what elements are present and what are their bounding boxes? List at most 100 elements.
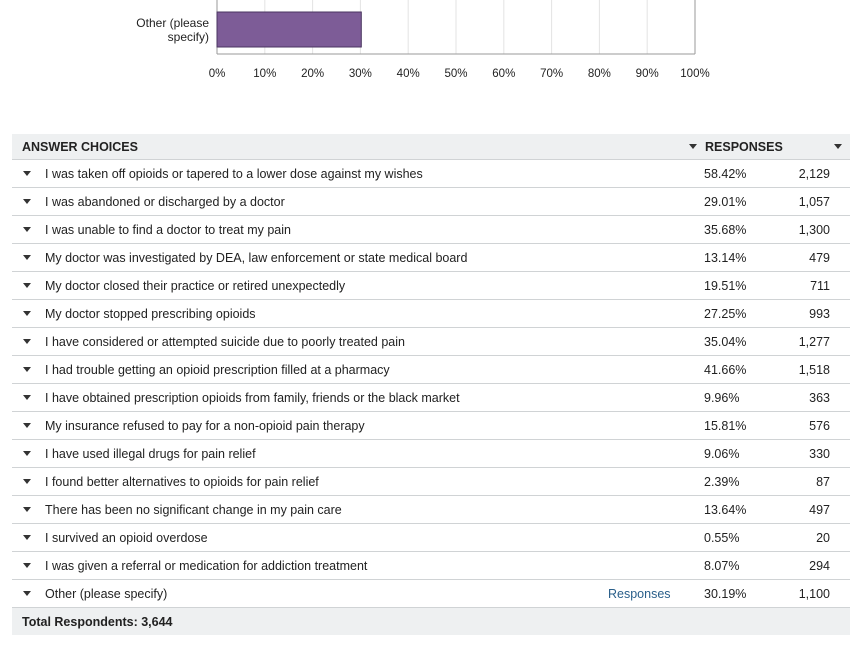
expand-chevron-icon[interactable] — [23, 199, 31, 204]
expand-chevron-icon[interactable] — [23, 479, 31, 484]
x-tick-label: 60% — [492, 68, 515, 80]
x-tick-label: 40% — [397, 68, 420, 80]
answer-choice-label: My doctor stopped prescribing opioids — [45, 306, 256, 321]
x-tick-label: 30% — [349, 68, 372, 80]
table-row[interactable]: There has been no significant change in … — [12, 496, 850, 524]
table-row[interactable]: I have considered or attempted suicide d… — [12, 328, 850, 356]
expand-chevron-icon[interactable] — [23, 535, 31, 540]
expand-chevron-icon[interactable] — [23, 507, 31, 512]
response-count: 20 — [816, 530, 830, 545]
table-row[interactable]: I found better alternatives to opioids f… — [12, 468, 850, 496]
response-percent: 13.64% — [704, 502, 747, 517]
expand-chevron-icon[interactable] — [23, 395, 31, 400]
response-percent: 9.96% — [704, 390, 740, 405]
response-percent: 30.19% — [704, 586, 747, 601]
expand-chevron-icon[interactable] — [23, 255, 31, 260]
category-label: Other (please specify) — [136, 16, 209, 44]
expand-chevron-icon[interactable] — [23, 227, 31, 232]
response-percent: 13.14% — [704, 250, 747, 265]
expand-chevron-icon[interactable] — [23, 171, 31, 176]
chart-bars — [216, 11, 362, 48]
response-count: 1,518 — [798, 362, 830, 377]
table-row[interactable]: I was unable to find a doctor to treat m… — [12, 216, 850, 244]
answer-choice-label: I had trouble getting an opioid prescrip… — [45, 362, 390, 377]
response-count: 497 — [809, 502, 830, 517]
answer-choice-label: I have used illegal drugs for pain relie… — [45, 446, 256, 461]
response-percent: 19.51% — [704, 278, 747, 293]
answer-choice-label: There has been no significant change in … — [45, 502, 342, 517]
response-count: 479 — [809, 250, 830, 265]
answer-choice-label: My doctor closed their practice or retir… — [45, 278, 346, 293]
sort-caret-icon[interactable] — [689, 144, 697, 149]
table-header: ANSWER CHOICES RESPONSES — [12, 134, 850, 160]
table-row[interactable]: I was abandoned or discharged by a docto… — [12, 188, 850, 216]
expand-chevron-icon[interactable] — [23, 563, 31, 568]
answer-choice-label: I was unable to find a doctor to treat m… — [45, 222, 291, 237]
table-body: I was taken off opioids or tapered to a … — [12, 160, 850, 608]
answer-choice-label: I was abandoned or discharged by a docto… — [45, 194, 285, 209]
x-tick-label: 10% — [253, 68, 276, 80]
table-row[interactable]: I was given a referral or medication for… — [12, 552, 850, 580]
response-count: 294 — [809, 558, 830, 573]
answer-choice-label: I have obtained prescription opioids fro… — [45, 390, 460, 405]
expand-chevron-icon[interactable] — [23, 451, 31, 456]
table-row[interactable]: My doctor stopped prescribing opioids 27.… — [12, 300, 850, 328]
table-row[interactable]: I have obtained prescription opioids fro… — [12, 384, 850, 412]
answer-choice-label: I was taken off opioids or tapered to a … — [45, 166, 423, 181]
table-row[interactable]: My doctor closed their practice or retir… — [12, 272, 850, 300]
x-tick-label: 80% — [588, 68, 611, 80]
table-row[interactable]: My doctor was investigated by DEA, law e… — [12, 244, 850, 272]
expand-chevron-icon[interactable] — [23, 591, 31, 596]
total-respondents: Total Respondents: 3,644 — [12, 608, 850, 635]
answer-choice-label: I was given a referral or medication for… — [45, 558, 368, 573]
x-tick-label: 50% — [444, 68, 467, 80]
responses-link[interactable]: Responses — [608, 586, 671, 601]
expand-chevron-icon[interactable] — [23, 311, 31, 316]
table-row[interactable]: I had trouble getting an opioid prescrip… — [12, 356, 850, 384]
table-row[interactable]: I survived an opioid overdose 0.55% 20 — [12, 524, 850, 552]
response-percent: 35.04% — [704, 334, 747, 349]
response-percent: 41.66% — [704, 362, 747, 377]
response-percent: 29.01% — [704, 194, 747, 209]
expand-chevron-icon[interactable] — [23, 339, 31, 344]
responses-header[interactable]: RESPONSES — [694, 134, 850, 159]
x-tick-label: 90% — [636, 68, 659, 80]
expand-chevron-icon[interactable] — [23, 283, 31, 288]
chart-tick-labels: 0% 10% 20% 30% 40% 50% 60% 70% 80% 90% 100% — [209, 68, 710, 80]
x-tick-label: 20% — [301, 68, 324, 80]
answer-choice-label: I found better alternatives to opioids f… — [45, 474, 319, 489]
response-percent: 9.06% — [704, 446, 740, 461]
response-count: 363 — [809, 390, 830, 405]
response-count: 1,300 — [798, 222, 830, 237]
response-percent: 35.68% — [704, 222, 747, 237]
response-count: 87 — [816, 474, 830, 489]
response-count: 2,129 — [798, 166, 830, 181]
response-count: 576 — [809, 418, 830, 433]
table-row[interactable]: I was taken off opioids or tapered to a … — [12, 160, 850, 188]
expand-chevron-icon[interactable] — [23, 423, 31, 428]
response-count: 1,277 — [798, 334, 830, 349]
response-count: 993 — [809, 306, 830, 321]
response-percent: 8.07% — [704, 558, 740, 573]
answer-choice-label: Other (please specify) — [45, 586, 168, 601]
x-tick-label: 100% — [680, 68, 709, 80]
response-percent: 27.25% — [704, 306, 747, 321]
bar[interactable] — [216, 11, 362, 48]
response-percent: 58.42% — [704, 166, 747, 181]
answer-choice-label: My doctor was investigated by DEA, law e… — [45, 250, 468, 265]
response-percent: 15.81% — [704, 418, 747, 433]
table-row[interactable]: My insurance refused to pay for a non-op… — [12, 412, 850, 440]
answer-table: ANSWER CHOICES RESPONSES I was taken off… — [12, 134, 850, 635]
expand-chevron-icon[interactable] — [23, 367, 31, 372]
responses-label: RESPONSES — [705, 139, 783, 154]
bar-chart: Other (please specify) 0% 10% 20% 30% 40% 50% 6… — [136, 0, 710, 80]
response-count: 330 — [809, 446, 830, 461]
answer-choice-label: I survived an opioid overdose — [45, 530, 208, 545]
sort-caret-icon[interactable] — [834, 144, 842, 149]
table-row[interactable]: I have used illegal drugs for pain relie… — [12, 440, 850, 468]
response-count: 711 — [810, 278, 830, 293]
response-percent: 0.55% — [704, 530, 740, 545]
answer-choices-header[interactable]: ANSWER CHOICES — [12, 134, 697, 159]
response-count: 1,100 — [798, 586, 830, 601]
table-row[interactable]: Other (please specify) Responses 30.19% 1,1… — [12, 580, 850, 608]
